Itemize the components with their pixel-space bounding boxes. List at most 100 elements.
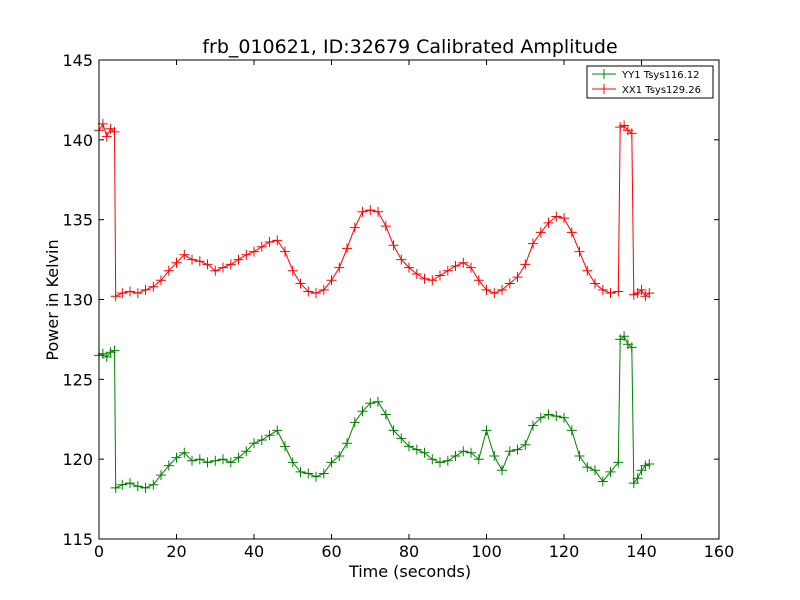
data-point	[303, 468, 314, 479]
data-point	[473, 454, 484, 465]
data-point	[388, 240, 399, 251]
data-point	[520, 439, 531, 450]
data-point	[566, 425, 577, 436]
y-axis-label: Power in Kelvin	[43, 239, 62, 360]
data-point	[295, 278, 306, 289]
legend-item-2: XX1 Tsys129.26	[592, 84, 701, 96]
data-point	[272, 425, 283, 436]
data-point	[218, 262, 228, 273]
data-point	[156, 275, 166, 286]
data-point	[512, 272, 523, 283]
y-tick-label: 140	[62, 131, 93, 150]
data-point	[105, 347, 116, 358]
data-point	[435, 270, 445, 281]
data-point	[280, 246, 290, 257]
data-point	[109, 345, 120, 356]
data-point	[171, 257, 182, 268]
x-tick-label: 40	[244, 542, 264, 561]
data-point	[535, 227, 546, 238]
data-point	[458, 446, 469, 457]
data-point	[582, 462, 593, 473]
data-point	[605, 288, 616, 299]
data-point	[132, 288, 143, 299]
y-tick-label: 120	[62, 450, 93, 469]
series-line	[98, 335, 650, 489]
data-point	[194, 454, 205, 465]
data-point	[163, 460, 174, 471]
data-point	[450, 451, 461, 461]
data-point	[427, 454, 438, 465]
data-point	[256, 241, 267, 252]
data-point	[411, 269, 422, 279]
data-point	[582, 265, 593, 276]
data-point	[543, 217, 554, 228]
data-point	[613, 457, 624, 468]
data-point	[435, 457, 445, 468]
data-point	[233, 452, 244, 463]
data-point	[615, 122, 626, 133]
data-point	[590, 465, 600, 476]
data-point	[458, 257, 469, 268]
x-tick-label: 120	[549, 542, 580, 561]
data-point	[559, 213, 569, 224]
legend-swatch-marker	[599, 69, 609, 79]
series-2	[94, 118, 655, 302]
legend-label: YY1 Tsys116.12	[621, 70, 700, 81]
data-point	[334, 451, 345, 461]
data-point	[497, 284, 507, 295]
data-point	[342, 243, 352, 254]
data-point	[365, 398, 376, 409]
data-point	[218, 454, 228, 465]
data-point	[311, 471, 321, 482]
data-point	[357, 206, 368, 217]
data-point	[528, 420, 538, 431]
data-point	[264, 430, 275, 441]
data-point	[535, 412, 546, 423]
data-point	[419, 273, 430, 284]
x-tick-label: 0	[94, 542, 104, 561]
data-point	[241, 446, 252, 457]
data-point	[357, 406, 368, 417]
data-point	[528, 238, 538, 249]
chart-title: frb_010621, ID:32679 Calibrated Amplitud…	[202, 36, 617, 58]
data-point	[318, 468, 329, 479]
data-point	[109, 126, 120, 137]
data-point	[110, 291, 121, 302]
data-point	[419, 447, 430, 458]
x-tick-label: 140	[626, 542, 657, 561]
legend: YY1 Tsys116.12 XX1 Tsys129.26	[586, 65, 714, 99]
data-point	[640, 460, 651, 471]
data-point	[551, 411, 562, 422]
data-point	[295, 466, 306, 477]
data-point	[489, 451, 500, 461]
data-point	[326, 457, 337, 468]
data-point	[605, 466, 616, 477]
legend-swatch-marker	[599, 84, 609, 94]
data-point	[559, 412, 569, 423]
series-line	[98, 122, 650, 298]
data-point	[396, 433, 407, 444]
data-point	[97, 118, 108, 129]
data-point	[373, 396, 383, 407]
data-point	[388, 425, 399, 436]
y-tick-label: 125	[62, 370, 93, 389]
data-point	[101, 131, 112, 142]
data-point	[287, 457, 298, 468]
data-point	[551, 211, 562, 222]
data-point	[194, 256, 205, 267]
data-point	[466, 447, 476, 458]
x-tick-label: 100	[471, 542, 502, 561]
data-point	[543, 409, 554, 420]
data-point	[626, 342, 637, 353]
data-point	[318, 284, 329, 295]
data-point	[566, 227, 577, 238]
data-point	[520, 259, 531, 270]
axes: 0 20 40 60 80 100 120 140 160 115 120 125 130 135 140 1…	[62, 51, 734, 561]
data-point	[241, 249, 252, 260]
data-point	[404, 441, 414, 452]
data-point	[264, 237, 275, 247]
data-point	[171, 452, 182, 463]
data-point	[202, 457, 213, 468]
data-point	[163, 265, 174, 276]
